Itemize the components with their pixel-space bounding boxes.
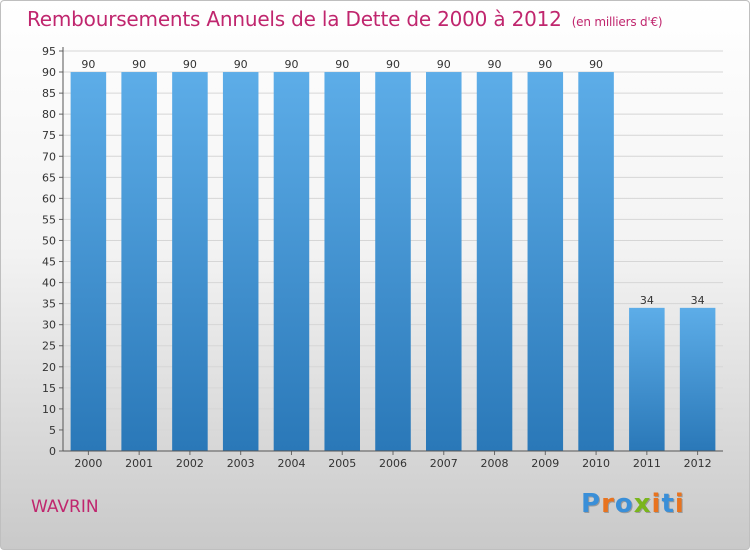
y-tick-label: 90 [42,66,56,79]
bar-2010 [578,72,614,451]
city-name: WAVRIN [31,497,99,517]
bar-2002 [172,72,208,451]
x-tick-label-2008: 2008 [481,457,509,470]
logo-letter: t [661,489,675,519]
bars [70,72,716,451]
data-label-2007: 90 [437,58,451,71]
logo-letter: P [581,489,602,519]
logo-letter: x [633,489,652,519]
bar-2007 [426,72,462,451]
x-tick-label-2011: 2011 [633,457,661,470]
chart-title-text: Remboursements Annuels de la Dette de 20… [27,7,562,31]
chart-unit: (en milliers d'€) [571,15,663,29]
data-label-2010: 90 [589,58,603,71]
bar-2009 [527,72,564,451]
logo-letter: r [601,489,615,519]
data-label-2012: 34 [691,294,705,307]
x-tick-label-2007: 2007 [430,457,458,470]
axes [62,47,723,452]
x-tick-label-2006: 2006 [379,457,407,470]
bar-2008 [476,72,513,451]
data-label-2006: 90 [386,58,400,71]
x-tick-label-2002: 2002 [176,457,204,470]
data-label-2002: 90 [183,58,197,71]
bar-2006 [375,72,411,451]
y-tick-label: 85 [42,87,56,100]
x-tick-label-2004: 2004 [277,457,305,470]
x-tick-label-2001: 2001 [125,457,153,470]
y-tick-label: 0 [49,445,56,458]
y-tick-label: 35 [42,298,56,311]
y-tick-label: 45 [42,256,56,269]
y-tick-label: 15 [42,382,56,395]
data-label-2008: 90 [488,58,502,71]
data-labels: 90 90 90 90 90 90 90 90 90 90 90 34 34 [81,58,704,307]
x-tick-label-2000: 2000 [74,457,102,470]
data-label-2003: 90 [234,58,248,71]
y-tick-label: 55 [42,213,56,226]
x-tick-label-2005: 2005 [328,457,356,470]
data-label-2000: 90 [81,58,95,71]
y-tick-label: 5 [49,424,56,437]
data-label-2009: 90 [538,58,552,71]
bar-2001 [121,72,157,451]
y-tick-label: 70 [42,150,56,163]
bar-2003 [222,72,259,451]
logo-letter: o [614,489,634,519]
y-tick-label: 95 [42,45,56,58]
x-tick-label-2010: 2010 [582,457,610,470]
bar-2004 [273,72,310,451]
y-axis-ticks: 0 5 10 15 20 25 30 35 40 45 50 55 60 65 70 75 80 85 90 95 [42,45,63,458]
data-label-2001: 90 [132,58,146,71]
y-tick-label: 10 [42,403,56,416]
logo-letter: i [674,489,685,519]
y-tick-label: 60 [42,192,56,205]
data-label-2004: 90 [284,58,298,71]
y-tick-label: 25 [42,340,56,353]
logo-letter: i [651,489,662,519]
y-tick-label: 75 [42,129,56,142]
x-tick-label-2009: 2009 [531,457,559,470]
x-axis-ticks: 2000 2001 2002 2003 2004 2005 2006 2007 2008 2009… [74,451,712,470]
proxiti-logo: Proxiti [581,489,685,519]
bar-2005 [324,72,360,451]
y-tick-label: 20 [42,361,56,374]
y-tick-label: 65 [42,171,56,184]
y-tick-label: 30 [42,319,56,332]
bar-2011 [629,307,665,451]
y-tick-label: 50 [42,234,56,247]
chart-title: Remboursements Annuels de la Dette de 20… [27,7,663,31]
y-tick-label: 80 [42,108,56,121]
data-label-2011: 34 [640,294,654,307]
bar-2012 [679,307,716,451]
x-tick-label-2012: 2012 [684,457,712,470]
data-label-2005: 90 [335,58,349,71]
x-tick-label-2003: 2003 [227,457,255,470]
bar-2000 [70,72,107,451]
y-tick-label: 40 [42,277,56,290]
